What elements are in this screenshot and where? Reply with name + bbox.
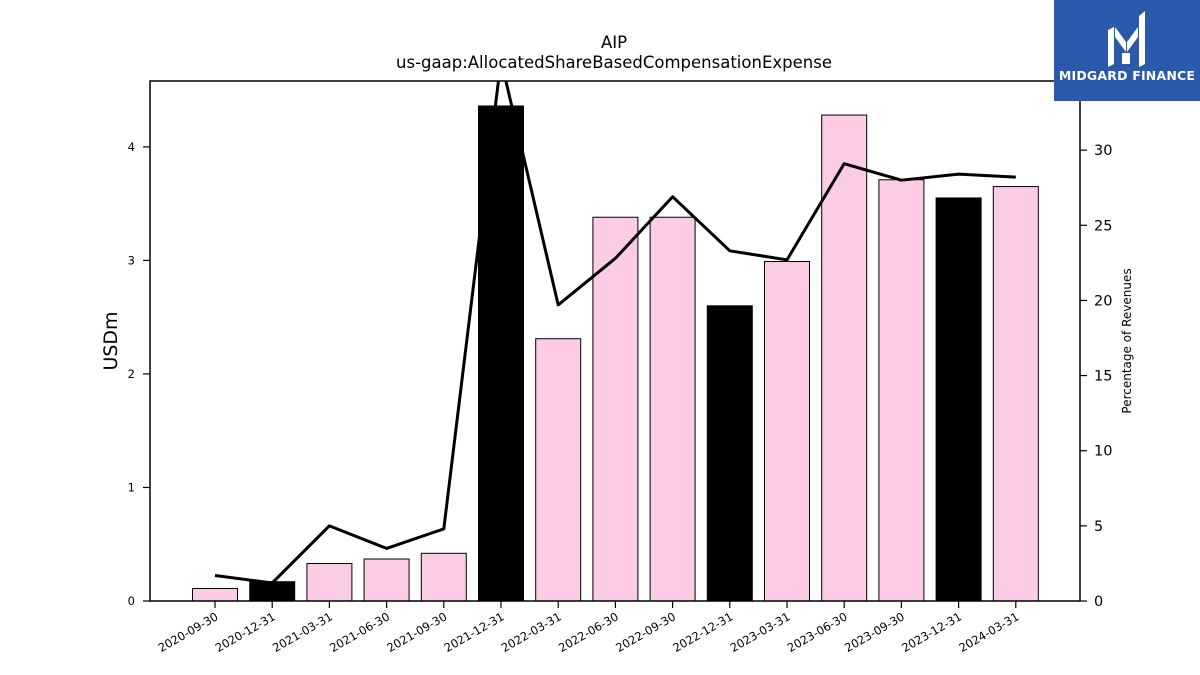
x-tick-label: 2021-03-31 — [270, 609, 335, 655]
x-tick-label: 2022-12-31 — [670, 609, 735, 655]
x-tick-label: 2021-12-31 — [442, 609, 507, 655]
y2-tick-label: 30 — [1094, 143, 1112, 159]
bar-2022-09-30 — [649, 216, 696, 602]
logo-mark-icon — [1108, 11, 1145, 67]
bar-2022-12-31 — [706, 305, 753, 602]
bar-2023-12-31 — [935, 197, 982, 602]
x-tick-label: 2022-09-30 — [613, 609, 678, 655]
y2-tick-label: 20 — [1094, 293, 1112, 309]
x-tick-label: 2024-03-31 — [956, 609, 1021, 655]
x-tick-label: 2023-12-31 — [899, 609, 964, 655]
x-tick-label: 2021-06-30 — [327, 609, 392, 655]
bar-2022-03-31 — [535, 338, 582, 602]
y-axis-label: USDm — [100, 311, 122, 370]
chart-subtitle: us-gaap:AllocatedShareBasedCompensationE… — [396, 53, 832, 72]
y2-axis-label: Percentage of Revenues — [1120, 268, 1134, 413]
line-layer — [214, 81, 1016, 585]
bar-2021-06-30 — [363, 558, 410, 602]
bar-2020-12-31 — [249, 581, 296, 602]
y2-tick-label: 15 — [1094, 369, 1112, 385]
bar-2023-03-31 — [764, 261, 810, 602]
x-tick-label: 2023-09-30 — [842, 609, 907, 655]
x-tick-label: 2022-06-30 — [556, 609, 621, 655]
x-tick-label: 2020-12-31 — [213, 609, 278, 655]
bar-2023-06-30 — [821, 114, 868, 602]
bar-2021-03-31 — [306, 563, 353, 602]
brand-logo: MIDGARD FINANCE — [1054, 0, 1200, 101]
x-tick-label: 2023-06-30 — [785, 609, 850, 655]
bar-2024-03-31 — [992, 186, 1039, 602]
x-tick-label: 2021-09-30 — [384, 609, 449, 655]
bar-2023-09-30 — [878, 179, 925, 602]
bar-2020-09-30 — [192, 588, 238, 602]
bar-2021-12-31 — [478, 105, 524, 602]
bar-2021-09-30 — [420, 552, 467, 602]
bars-layer — [192, 105, 1039, 602]
revenue-percentage-line — [214, 81, 1016, 585]
y-axis-left: 0 1 2 3 4 — [128, 140, 150, 608]
y-axis-right: 0 5 10 15 20 25 30 — [1080, 143, 1112, 610]
x-axis: 2020-09-302020-12-312021-03-312021-06-30… — [156, 601, 1021, 655]
x-tick-label: 2020-09-30 — [156, 609, 221, 655]
y-tick-label: 4 — [128, 140, 135, 154]
y2-tick-label: 0 — [1094, 594, 1103, 610]
x-tick-label: 2022-03-31 — [499, 609, 564, 655]
y-tick-label: 2 — [128, 367, 135, 381]
y2-tick-label: 10 — [1094, 444, 1112, 460]
x-tick-label: 2023-03-31 — [728, 609, 793, 655]
chart-title: AIP — [601, 33, 627, 52]
y-tick-label: 1 — [128, 480, 135, 494]
y2-tick-label: 25 — [1094, 218, 1112, 234]
y-tick-label: 0 — [128, 594, 135, 608]
y-tick-label: 3 — [128, 253, 135, 267]
logo-text: MIDGARD FINANCE — [1058, 68, 1196, 83]
bar-2022-06-30 — [592, 216, 639, 602]
y2-tick-label: 5 — [1094, 519, 1103, 535]
